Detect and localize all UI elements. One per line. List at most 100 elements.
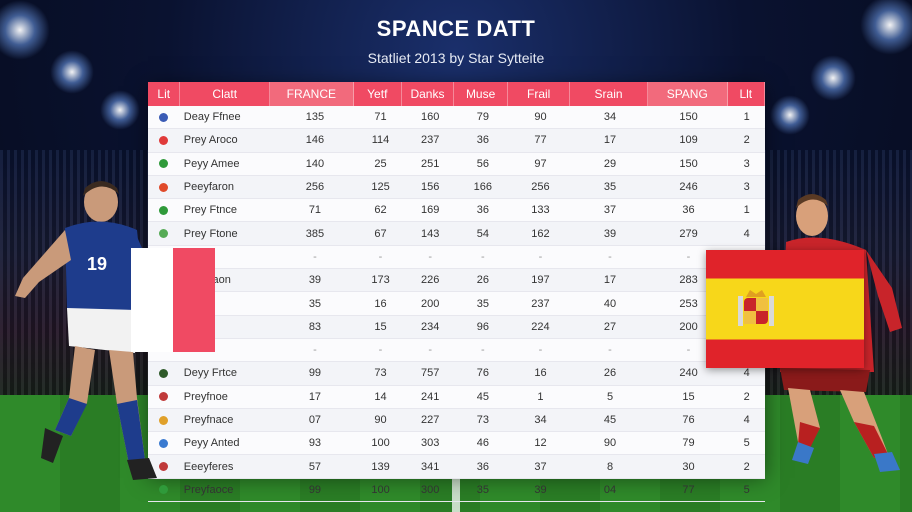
stat-cell: 5 (743, 483, 750, 496)
player-name: Eeeyferes (183, 460, 234, 473)
stat-cell: 14 (374, 390, 387, 403)
stadium-light-icon (0, 0, 50, 60)
row-flag-cell (148, 222, 180, 244)
stat-cell: 16 (374, 297, 387, 310)
france-player: 19 (15, 181, 157, 480)
stat-cell: 4 (743, 414, 750, 426)
player-name: Prey Ftone (183, 227, 238, 240)
stat-cell: 73 (476, 414, 489, 426)
country-flag-icon (159, 159, 169, 169)
stat-cell: 135 (305, 111, 325, 124)
table-row: Preyfaoce 99 100 300 35 39 04 77 5 (148, 479, 765, 503)
stadium-light-icon (100, 90, 140, 130)
player-name: Peeyfaron (183, 181, 234, 194)
table-row: Peeyfaron 256 125 156 166 256 35 246 3 (148, 175, 765, 200)
stat-cell: 200 (679, 320, 698, 333)
stat-cell: 40 (603, 297, 617, 310)
jersey-number: 19 (87, 254, 107, 274)
table-row: Deay Ffnee 135 71 160 79 90 34 150 1 (148, 106, 765, 130)
stat-cell: 39 (534, 483, 547, 496)
stat-cell: 150 (679, 111, 698, 124)
stat-cell: - (538, 250, 543, 263)
stat-cell: 37 (534, 460, 547, 473)
stat-cell: 35 (308, 297, 322, 310)
country-flag-icon (159, 112, 169, 122)
stat-cell: 76 (682, 414, 695, 426)
stat-cell: 90 (534, 111, 547, 124)
stat-cell: 34 (603, 111, 617, 124)
column-header: Frail (508, 82, 571, 106)
stat-cell: 83 (308, 320, 322, 333)
stat-cell: 5 (606, 390, 614, 403)
row-flag-cell (148, 432, 180, 454)
player-name: Deay Ffnee (183, 111, 241, 124)
table-row: Prey Aroco 146 114 237 36 77 17 109 2 (148, 129, 765, 153)
stat-cell: - (481, 344, 485, 357)
column-header: Srain (570, 82, 648, 106)
row-flag-cell (148, 362, 180, 384)
stat-cell: 300 (421, 483, 440, 496)
stadium-light-icon (860, 0, 912, 55)
country-flag-icon (159, 135, 169, 145)
stat-cell: 253 (679, 297, 698, 310)
column-header: SPANG (647, 82, 728, 106)
table-row: Prey Ftone 385 67 143 54 162 39 279 4 (148, 222, 765, 246)
stat-cell: 109 (679, 134, 698, 147)
stadium-light-icon (50, 50, 94, 94)
stat-cell: 97 (534, 157, 547, 170)
stat-cell: - (378, 250, 383, 263)
stat-cell: 246 (679, 181, 698, 194)
table-row: hel Praon3917322626197172832 (148, 269, 765, 293)
stat-cell: 114 (371, 134, 390, 147)
player-name: Preyfaoce (183, 483, 234, 496)
row-flag-cell (148, 409, 180, 431)
page-subtitle: Statliet 2013 by Star Sytteite (367, 50, 545, 66)
stat-cell: 54 (476, 227, 489, 240)
stat-cell: 36 (476, 204, 489, 217)
spain-crest-icon (738, 290, 774, 326)
stat-cell: 90 (603, 437, 617, 450)
stat-cell: 99 (308, 367, 322, 380)
stat-cell: - (481, 250, 485, 263)
stat-cell: 07 (308, 414, 322, 426)
row-flag-cell (148, 455, 180, 477)
stat-cell: 30 (682, 460, 695, 473)
column-header: Clatt (180, 82, 271, 106)
stat-cell: 17 (308, 390, 322, 403)
table-row: Preyfnoe 17 14 241 45 1 5 15 2 (148, 386, 765, 409)
stat-cell: 169 (421, 204, 440, 217)
table-row: Prey Ftnce 71 62 169 36 133 37 36 1 (148, 199, 765, 223)
stat-cell: 17 (603, 274, 617, 287)
stat-cell: 57 (308, 460, 322, 473)
stat-cell: 25 (374, 157, 387, 170)
stat-cell: 279 (679, 227, 698, 240)
stat-cell: 29 (603, 157, 617, 170)
stat-cell: 17 (603, 134, 617, 147)
stat-cell: 385 (305, 227, 325, 240)
stat-cell: 1 (743, 204, 750, 217)
player-name: Prey Aroco (183, 134, 238, 147)
stat-cell: 237 (421, 134, 440, 147)
table-row: Preyfnace 07 90 227 73 34 45 76 4 (148, 408, 765, 433)
stat-cell: 73 (374, 367, 387, 380)
stat-cell: 256 (531, 181, 550, 194)
stat-cell: 757 (421, 367, 440, 380)
column-header: Danks (402, 82, 455, 106)
stat-cell: 26 (476, 274, 489, 287)
stat-cell: 34 (534, 414, 547, 426)
stat-cell: 1 (537, 390, 544, 403)
stat-cell: 100 (371, 437, 390, 450)
stat-cell: 125 (371, 181, 390, 194)
table-row: 831523496224272003 (148, 315, 765, 339)
stat-cell: 200 (421, 297, 440, 310)
country-flag-icon (159, 438, 169, 448)
stat-cell: 39 (603, 227, 617, 240)
player-name: Preyfnoe (183, 390, 228, 403)
country-flag-icon (159, 415, 169, 425)
table-row: -------- (148, 246, 765, 270)
stat-cell: 1 (743, 111, 750, 124)
country-flag-icon (159, 182, 169, 192)
row-flag-cell (148, 479, 180, 501)
row-flag-cell (148, 153, 180, 175)
stat-cell: 8 (606, 460, 614, 473)
